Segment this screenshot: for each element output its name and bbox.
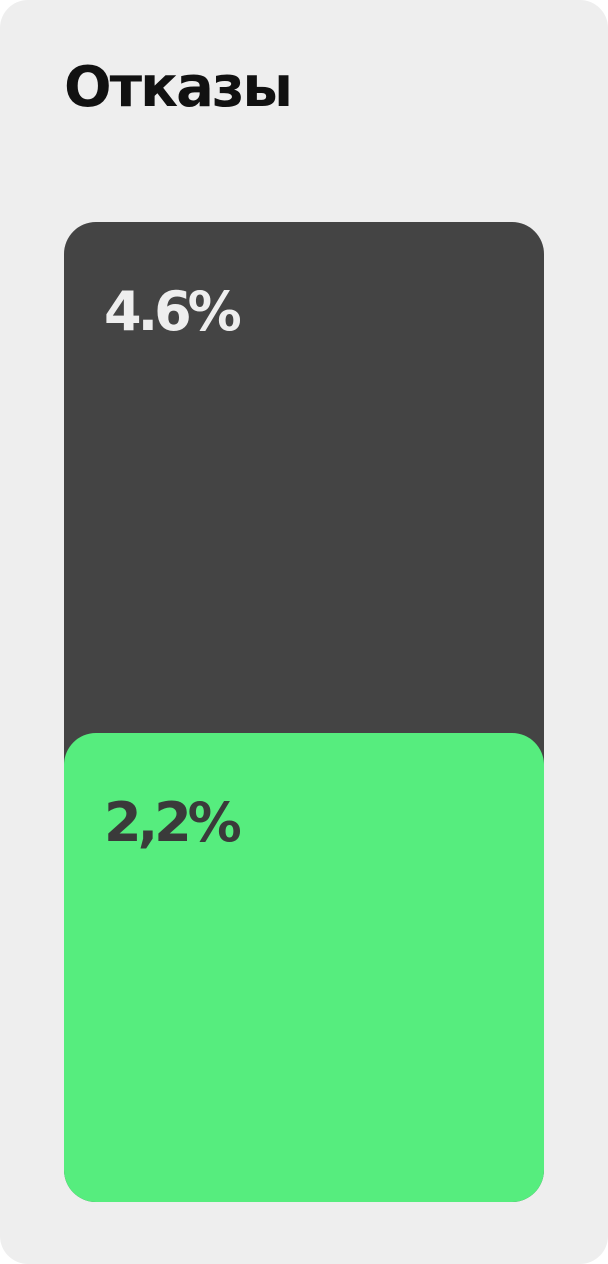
bar-after: 2,2% <box>64 733 544 1202</box>
bar-before-value-label: 4.6% <box>104 280 242 343</box>
bar-after-value-label: 2,2% <box>104 791 242 855</box>
chart-title: Отказы <box>64 55 293 120</box>
